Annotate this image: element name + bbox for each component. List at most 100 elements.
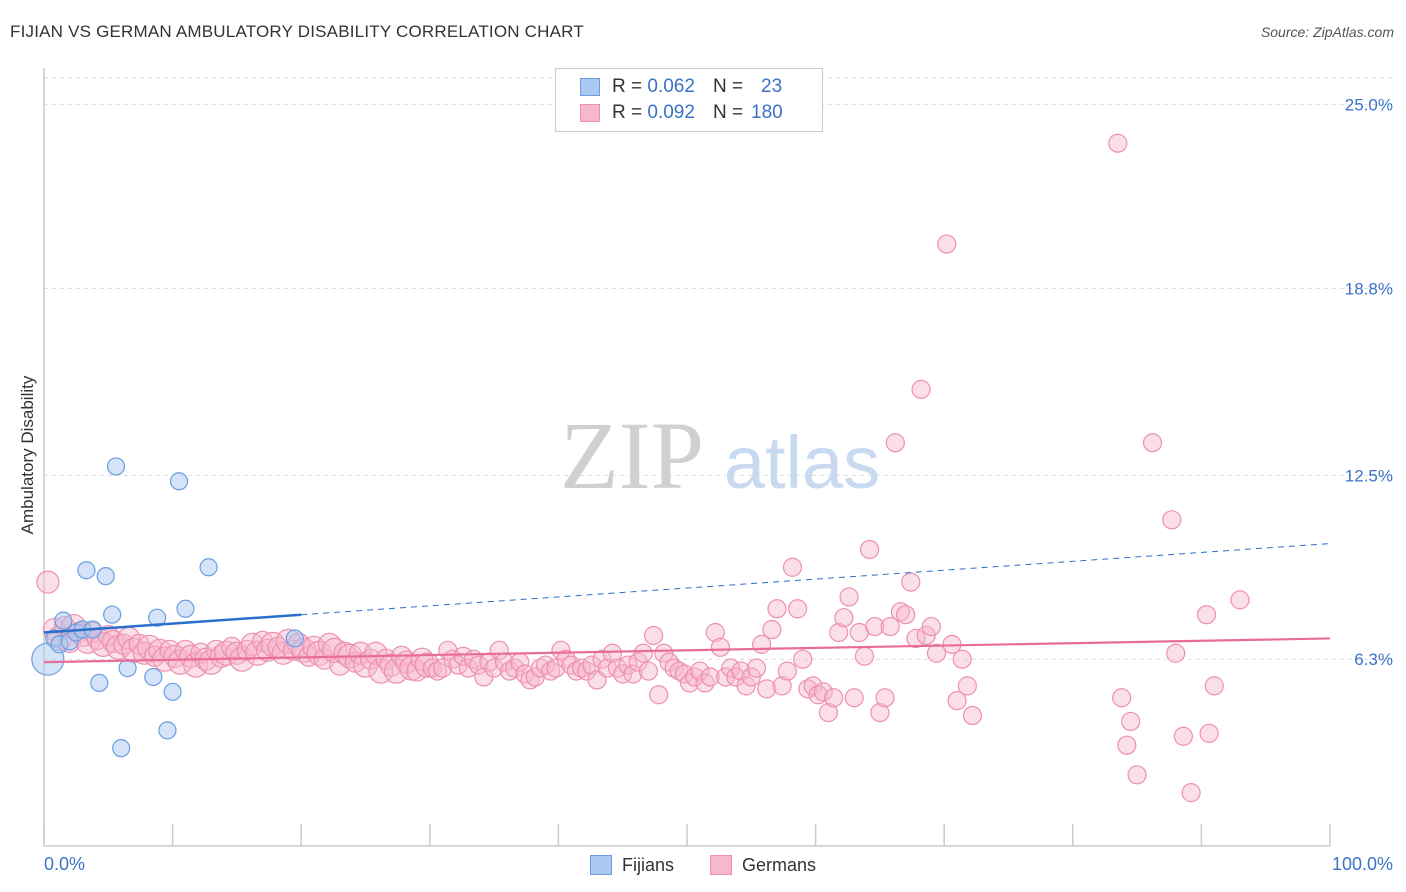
fijian-point — [285, 629, 304, 648]
german-point — [860, 539, 880, 560]
fijian-point — [176, 599, 195, 618]
german-point — [916, 625, 936, 646]
fijian-trend-line — [43, 613, 302, 634]
german-point — [880, 616, 900, 637]
fijian-legend-swatch — [589, 855, 612, 875]
german-point — [633, 643, 653, 663]
fijian-r-value: 0.062 — [647, 76, 695, 97]
german-point — [623, 664, 643, 684]
german-point — [875, 688, 895, 708]
german-point — [957, 676, 977, 696]
legend-row-fijians: R = 0.062 N = 23 — [580, 75, 782, 99]
german-point — [329, 654, 351, 676]
german-point — [643, 625, 664, 646]
german-point — [813, 682, 833, 702]
y-tick-label: 25.0% — [1345, 96, 1393, 115]
fijian-n-label: N = — [712, 76, 744, 97]
german-point — [167, 649, 193, 675]
german-point — [818, 702, 839, 723]
german-point — [911, 379, 931, 399]
german-point — [685, 667, 705, 687]
german-point — [1166, 643, 1186, 663]
fijian-point — [144, 667, 163, 687]
german-point — [865, 616, 885, 637]
german-point — [885, 433, 905, 453]
y-tick-label: 6.3% — [1354, 650, 1393, 669]
german-point — [705, 622, 725, 643]
watermark-atlas: atlas — [724, 421, 880, 504]
german-point — [1108, 133, 1128, 153]
y-tick-label: 18.8% — [1345, 280, 1393, 299]
german-point — [1199, 723, 1219, 743]
german-point — [772, 676, 792, 696]
fijian-point — [77, 561, 96, 580]
german-point — [1230, 590, 1250, 610]
german-point — [1162, 510, 1182, 530]
german-point — [901, 572, 921, 592]
german-point — [921, 616, 941, 637]
german-point — [1127, 765, 1147, 785]
fijian-point — [54, 611, 73, 630]
german-point — [505, 658, 525, 678]
german-point — [782, 557, 803, 577]
chart-title: FIJIAN VS GERMAN AMBULATORY DISABILITY C… — [10, 22, 584, 41]
german-point — [937, 234, 957, 254]
tick-labels: 6.3% 12.5% 18.8% 25.0% 0.0% 100.0% — [44, 96, 1393, 874]
german-point — [422, 658, 442, 678]
fijian-point — [96, 567, 115, 586]
german-point — [602, 643, 623, 663]
german-point — [952, 649, 972, 669]
german-point — [198, 649, 224, 675]
german-point — [649, 685, 669, 705]
german-point — [690, 661, 710, 681]
legend-item-germans[interactable]: Germans — [709, 855, 816, 876]
y-axis-label: Ambulatory Disability — [18, 375, 37, 535]
legend-item-fijians[interactable]: Fijians — [589, 855, 674, 876]
fijian-point — [163, 682, 182, 701]
stats-legend: R = 0.062 N = 23 R = 0.092 N = 180 — [555, 68, 823, 132]
german-point — [834, 608, 854, 628]
german-point — [36, 570, 60, 594]
german-point — [926, 643, 947, 663]
fijian-point — [158, 721, 177, 740]
german-r-value: 0.092 — [647, 102, 695, 123]
german-point — [1112, 688, 1132, 708]
german-point — [947, 691, 967, 711]
german-point — [762, 619, 782, 640]
german-point — [551, 640, 571, 660]
watermark-zip: ZIP — [560, 402, 704, 509]
german-point — [777, 661, 797, 681]
fijian-swatch — [580, 78, 600, 96]
german-point — [1117, 735, 1137, 755]
german-point — [962, 705, 983, 726]
german-point — [638, 661, 659, 681]
german-point — [613, 664, 633, 684]
german-point — [767, 599, 787, 619]
german-point — [803, 676, 823, 696]
german-point — [1181, 783, 1201, 803]
german-point — [787, 599, 808, 619]
y-tick-label: 12.5% — [1345, 466, 1393, 485]
german-point — [746, 658, 767, 678]
fijian-point — [103, 605, 122, 624]
fijian-r-label: R = — [612, 76, 643, 97]
fijian-point — [118, 658, 137, 678]
german-point — [1173, 726, 1193, 746]
german-point — [582, 655, 602, 675]
german-point — [710, 637, 731, 657]
german-n-label: N = — [712, 102, 744, 123]
german-point — [541, 661, 561, 681]
german-point — [798, 679, 818, 699]
fijian-point — [148, 608, 167, 627]
series-legend: Fijians Germans — [0, 852, 1406, 878]
german-point — [368, 658, 394, 684]
german-point — [700, 667, 720, 687]
fijian-trend-extension — [301, 543, 1331, 616]
x-tick-label-min: 0.0% — [44, 854, 85, 874]
german-point — [854, 646, 875, 666]
german-point — [664, 658, 684, 678]
german-point — [896, 605, 916, 625]
german-trend-line — [43, 637, 1331, 664]
german-point — [829, 622, 849, 643]
